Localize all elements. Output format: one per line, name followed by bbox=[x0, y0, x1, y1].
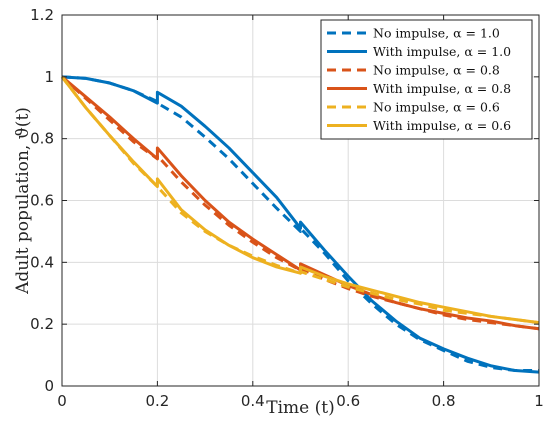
y-tick-label: 1.2 bbox=[30, 6, 54, 24]
x-axis-label: Time (t) bbox=[266, 398, 334, 418]
legend-entry-label: With impulse, α = 0.8 bbox=[373, 81, 511, 96]
legend-entry-label: No impulse, α = 0.6 bbox=[373, 100, 500, 115]
legend: No impulse, α = 1.0 With impulse, α = 1.0… bbox=[320, 19, 533, 140]
y-tick-label: 0.8 bbox=[30, 130, 54, 148]
x-tick-label: 0 bbox=[57, 392, 67, 410]
x-tick-label: 1 bbox=[534, 392, 544, 410]
series-layer bbox=[60, 75, 540, 374]
y-tick-label: 0.4 bbox=[30, 253, 54, 271]
y-tick-label: 0 bbox=[44, 377, 54, 395]
x-tick-labels: 0 0.2 0.4 0.6 0.8 1 bbox=[57, 392, 544, 410]
y-tick-label: 0.6 bbox=[30, 192, 54, 210]
y-tick-labels: 0 0.2 0.4 0.6 0.8 1 1.2 bbox=[30, 6, 54, 395]
axis-ticks bbox=[61, 14, 540, 387]
legend-entry-label: No impulse, α = 0.8 bbox=[373, 63, 500, 78]
x-tick-label: 0.6 bbox=[336, 392, 360, 410]
legend-box bbox=[320, 19, 533, 140]
x-tick-label: 0.4 bbox=[241, 392, 265, 410]
x-tick-label: 0.2 bbox=[145, 392, 169, 410]
x-tick-label: 0.8 bbox=[432, 392, 456, 410]
y-tick-label: 1 bbox=[44, 68, 54, 86]
legend-entry-label: No impulse, α = 1.0 bbox=[373, 26, 500, 41]
legend-entry-label: With impulse, α = 0.6 bbox=[373, 118, 511, 133]
y-tick-label: 0.2 bbox=[30, 315, 54, 333]
y-axis-label: Adult population, ϑ(t) bbox=[13, 107, 33, 295]
legend-entry-label: With impulse, α = 1.0 bbox=[373, 44, 511, 59]
series-line-2 bbox=[61, 75, 540, 374]
series-line-6 bbox=[60, 75, 540, 325]
